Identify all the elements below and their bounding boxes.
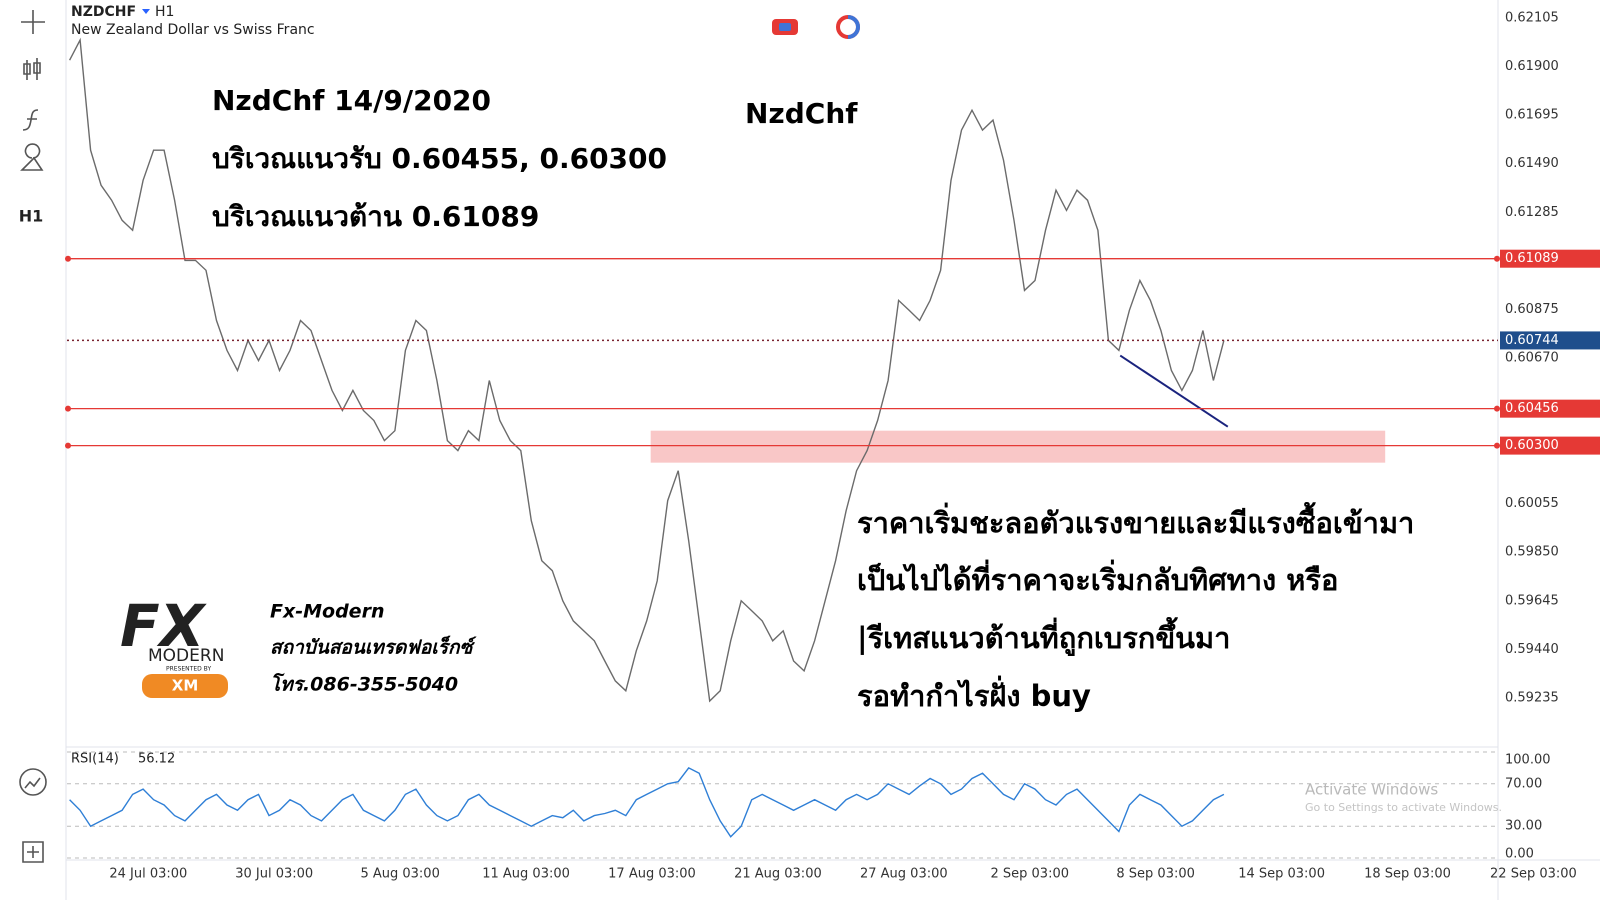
level-handle	[1494, 442, 1500, 449]
rsi-value: 56.12	[138, 752, 175, 767]
annotation: บริเวณแนวรับ 0.60455, 0.60300	[212, 142, 667, 175]
y-tick-label: 0.61900	[1505, 59, 1559, 74]
annotation: บริเวณแนวต้าน 0.61089	[212, 200, 539, 233]
left-toolbar	[0, 0, 66, 900]
price-line	[68, 37, 1225, 703]
header-timeframe: H1	[155, 4, 174, 20]
comment-line: เป็นไปได้ที่ราคาจะเริ่มกลับทิศทาง หรือ	[857, 559, 1338, 597]
symbol[interactable]: NZDCHF	[71, 4, 136, 20]
comment-line: |รีเทสแนวต้านที่ถูกเบรกขึ้นมา	[857, 616, 1230, 656]
level-tag	[1500, 249, 1600, 268]
y-tick-label: 0.60875	[1505, 302, 1559, 317]
level-handle	[1494, 255, 1500, 262]
last-price-label: 0.60744	[1505, 333, 1559, 348]
y-tick-label: 70.00	[1505, 776, 1542, 791]
symbol-description: New Zealand Dollar vs Swiss Franc	[71, 22, 315, 38]
y-tick-label: 30.00	[1505, 819, 1542, 834]
x-tick-label: 24 Jul 03:00	[109, 867, 187, 882]
comment-line: ราคาเริ่มชะลอตัวแรงขายและมีแรงซื้อเข้ามา	[857, 501, 1414, 540]
last-price-tag	[1500, 331, 1600, 350]
y-tick-label: 0.59235	[1505, 690, 1559, 705]
logo-sponsor: XM	[172, 677, 199, 695]
big-title: NzdChf	[745, 97, 858, 130]
x-tick-label: 21 Aug 03:00	[734, 867, 822, 882]
compare-tool[interactable]	[19, 768, 47, 796]
y-tick-label: 100.00	[1505, 753, 1551, 768]
y-tick-label: 0.61695	[1505, 108, 1559, 123]
level-label: 0.60456	[1505, 401, 1559, 416]
x-tick-label: 8 Sep 03:00	[1116, 867, 1195, 882]
logo-phone: โทร.086-355-5040	[270, 673, 458, 696]
watermark-subtitle: Go to Settings to activate Windows.	[1305, 801, 1502, 814]
chart-type-tool[interactable]	[23, 58, 41, 80]
x-tick-label: 17 Aug 03:00	[608, 867, 696, 882]
y-tick-label: 0.62105	[1505, 11, 1559, 26]
x-tick-label: 22 Sep 03:00	[1490, 867, 1577, 882]
level-handle	[65, 405, 71, 412]
logo-school: สถาบันสอนเทรดฟอเร็กซ์	[270, 636, 477, 659]
y-tick-label: 0.60670	[1505, 350, 1559, 365]
crosshair-tool[interactable]	[21, 10, 45, 34]
annotation: NzdChf 14/9/2020	[212, 84, 491, 117]
level-label: 0.61089	[1505, 251, 1559, 266]
y-tick-label: 0.61285	[1505, 205, 1559, 220]
y-tick-label: 0.61490	[1505, 156, 1559, 171]
y-tick-label: 0.59850	[1505, 545, 1559, 560]
trend-line	[1119, 354, 1229, 428]
logo-badge	[142, 674, 228, 698]
logo-mark: FX	[120, 592, 208, 660]
y-tick-label: 0.59440	[1505, 642, 1559, 657]
level-handle	[65, 255, 71, 262]
x-tick-label: 14 Sep 03:00	[1238, 867, 1325, 882]
price-line	[69, 767, 1225, 838]
x-tick-label: 5 Aug 03:00	[360, 867, 439, 882]
logo-brand: MODERN	[148, 646, 224, 666]
timeframe-button[interactable]: H1	[19, 207, 44, 226]
rsi-title: RSI(14)	[71, 752, 119, 767]
drawing-tool[interactable]	[20, 143, 44, 171]
add-tool[interactable]	[22, 841, 44, 863]
watermark-title: Activate Windows	[1305, 781, 1438, 799]
comment-line: รอทำกำไรฝั่ง buy	[857, 675, 1091, 713]
toolbar-icons	[19, 10, 47, 863]
x-tick-label: 27 Aug 03:00	[860, 867, 948, 882]
logo-presented: PRESENTED BY	[166, 666, 211, 673]
y-tick-label: 0.00	[1505, 847, 1534, 862]
price-zone	[650, 430, 1386, 463]
level-tag	[1500, 399, 1600, 418]
y-tick-label: 0.59645	[1505, 593, 1559, 608]
y-tick-label: 0.60055	[1505, 496, 1559, 511]
x-tick-label: 30 Jul 03:00	[235, 867, 313, 882]
top-icons	[772, 15, 860, 39]
level-label: 0.60300	[1505, 438, 1559, 453]
indicator-tool[interactable]	[22, 109, 39, 131]
symbol-dropdown[interactable]	[142, 9, 150, 14]
level-tag	[1500, 436, 1600, 455]
level-handle	[1494, 405, 1500, 412]
level-handle	[65, 442, 71, 449]
logo-name: Fx-Modern	[270, 601, 384, 623]
x-tick-label: 2 Sep 03:00	[990, 867, 1069, 882]
logo: FX MODERN PRESENTED BY XM Fx-Modern สถาบ…	[120, 592, 477, 698]
x-tick-label: 11 Aug 03:00	[482, 867, 570, 882]
x-tick-label: 18 Sep 03:00	[1364, 867, 1451, 882]
